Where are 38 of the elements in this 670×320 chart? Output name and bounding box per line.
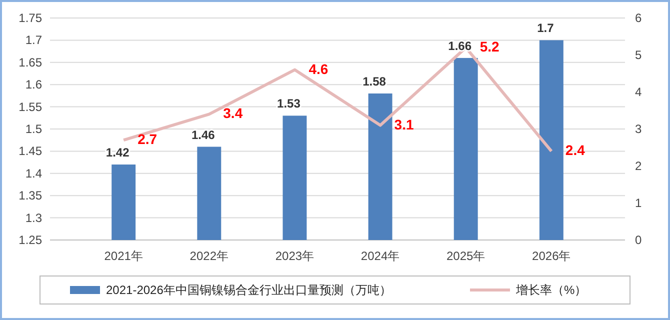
y-tick-label: 1.55 (18, 100, 42, 114)
data-label: 5.2 (480, 38, 500, 55)
legend-label: 2021-2026年中国铜镍锡合金行业出口量预测（万吨） (106, 283, 392, 297)
y2-tick-label: 0 (635, 233, 642, 247)
y-tick-label: 1.75 (18, 11, 42, 25)
y-tick-label: 1.7 (25, 33, 42, 48)
x-tick-label: 2023年 (275, 249, 314, 263)
y2-tick-label: 2 (635, 159, 642, 173)
y-tick-label: 1.4 (25, 166, 42, 180)
y2-tick-label: 6 (635, 11, 642, 25)
x-tick-label: 2021年 (104, 249, 143, 263)
data-label: 3.4 (223, 105, 243, 122)
x-tick-label: 2024年 (360, 249, 400, 263)
x-tick-label: 2026年 (532, 249, 571, 263)
data-label: 4.6 (308, 60, 328, 77)
y-tick-label: 1.3 (25, 210, 42, 225)
y-tick-label: 1.5 (25, 122, 42, 136)
y-tick-label: 1.6 (25, 78, 42, 92)
data-label: 1.53 (277, 96, 301, 111)
data-label: 1.66 (448, 38, 472, 53)
data-label: 2.4 (565, 142, 586, 158)
y2-tick-label: 4 (635, 85, 642, 99)
data-label: 1.46 (191, 128, 216, 142)
y2-tick-label: 5 (635, 48, 642, 62)
data-label: 3.1 (394, 116, 414, 132)
data-label: 1.7 (537, 21, 554, 36)
x-tick-label: 2025年 (446, 249, 486, 263)
y-tick-label: 1.45 (18, 144, 42, 158)
y-tick-label: 1.65 (18, 55, 42, 70)
legend-label: 增长率（%） (515, 283, 587, 297)
y2-tick-label: 3 (635, 122, 642, 136)
data-label: 2.7 (138, 131, 158, 148)
data-label: 1.58 (362, 74, 386, 88)
y-tick-label: 1.35 (18, 188, 42, 203)
x-tick-label: 2022年 (190, 249, 229, 263)
y2-tick-label: 1 (635, 196, 642, 210)
data-label: 1.42 (106, 146, 130, 160)
y-tick-label: 1.25 (18, 233, 42, 247)
